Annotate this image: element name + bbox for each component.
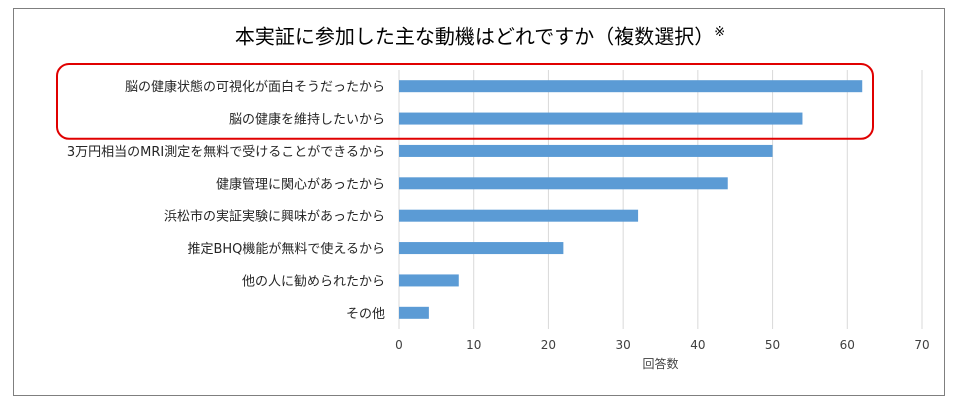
bar-7 xyxy=(399,274,459,287)
chart-frame xyxy=(13,8,945,396)
bar-8 xyxy=(399,306,429,319)
x-tick-label-70: 70 xyxy=(914,338,929,352)
x-tick-label-0: 0 xyxy=(395,338,403,352)
category-label-1: 脳の健康状態の可視化が面白そうだったから xyxy=(125,79,385,95)
bar-6 xyxy=(399,242,564,255)
bar-3 xyxy=(399,144,773,157)
chart-title: 本実証に参加した主な動機はどれですか（複数選択）※ xyxy=(0,20,960,50)
x-tick-label-60: 60 xyxy=(840,338,855,352)
x-tick-label-10: 10 xyxy=(466,338,481,352)
category-label-6: 推定BHQ機能が無料で使えるから xyxy=(187,241,385,257)
category-label-5: 浜松市の実証実験に興味があったから xyxy=(164,209,385,225)
category-label-7: 他の人に勧められたから xyxy=(242,273,385,289)
category-label-4: 健康管理に関心があったから xyxy=(216,176,385,192)
category-label-2: 脳の健康を維持したいから xyxy=(229,112,385,128)
bar-1 xyxy=(399,80,863,93)
chart-title-text: 本実証に参加した主な動機はどれですか（複数選択） xyxy=(234,24,715,49)
category-label-8: その他 xyxy=(346,307,385,322)
highlight-box xyxy=(56,63,874,140)
x-axis-title: 回答数 xyxy=(642,356,678,371)
x-tick-label-20: 20 xyxy=(541,338,556,352)
chart-title-note: ※ xyxy=(714,25,726,40)
bar-5 xyxy=(399,209,639,222)
x-tick-label-30: 30 xyxy=(616,338,631,352)
x-tick-label-50: 50 xyxy=(765,338,780,352)
bar-4 xyxy=(399,177,728,190)
category-label-3: 3万円相当のMRI測定を無料で受けることができるから xyxy=(67,145,385,160)
bar-2 xyxy=(399,112,803,125)
x-tick-label-40: 40 xyxy=(690,338,705,352)
